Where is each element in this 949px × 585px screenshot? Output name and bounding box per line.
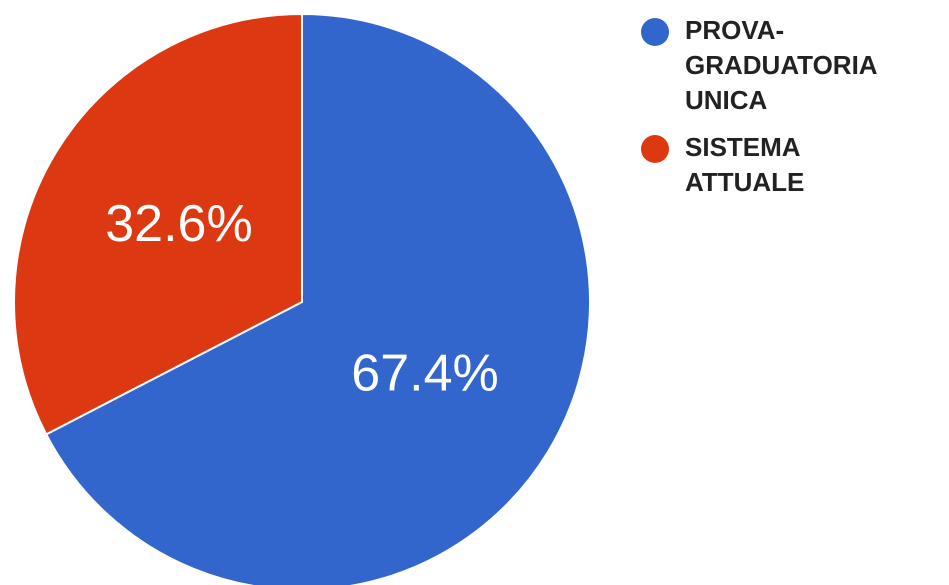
legend-label-line: GRADUATORIA (685, 50, 878, 80)
legend-swatch-sistema-attuale (641, 135, 669, 163)
slice-label-prova-graduatoria-unica: 67.4% (351, 345, 498, 403)
legend-item-prova-graduatoria-unica: PROVA- GRADUATORIA UNICA (641, 15, 878, 115)
legend-label-line: SISTEMA (685, 132, 801, 162)
legend: PROVA- GRADUATORIA UNICA SISTEMA ATTUALE (641, 15, 878, 197)
legend-label-sistema-attuale: SISTEMA ATTUALE (685, 132, 804, 197)
pie-slice-sistema-attuale (13, 12, 303, 436)
pie-slice-labels: 67.4% 32.6% (105, 195, 498, 403)
legend-item-sistema-attuale: SISTEMA ATTUALE (641, 132, 804, 197)
pie-slices (13, 12, 591, 585)
legend-label-prova-graduatoria-unica: PROVA- GRADUATORIA UNICA (685, 15, 878, 115)
legend-label-line: ATTUALE (685, 167, 804, 197)
legend-label-line: PROVA- (685, 15, 784, 45)
legend-label-line: UNICA (685, 85, 768, 115)
legend-swatch-prova-graduatoria-unica (641, 18, 669, 46)
pie-slice-prova-graduatoria-unica (44, 12, 591, 585)
slice-label-sistema-attuale: 32.6% (105, 195, 252, 253)
